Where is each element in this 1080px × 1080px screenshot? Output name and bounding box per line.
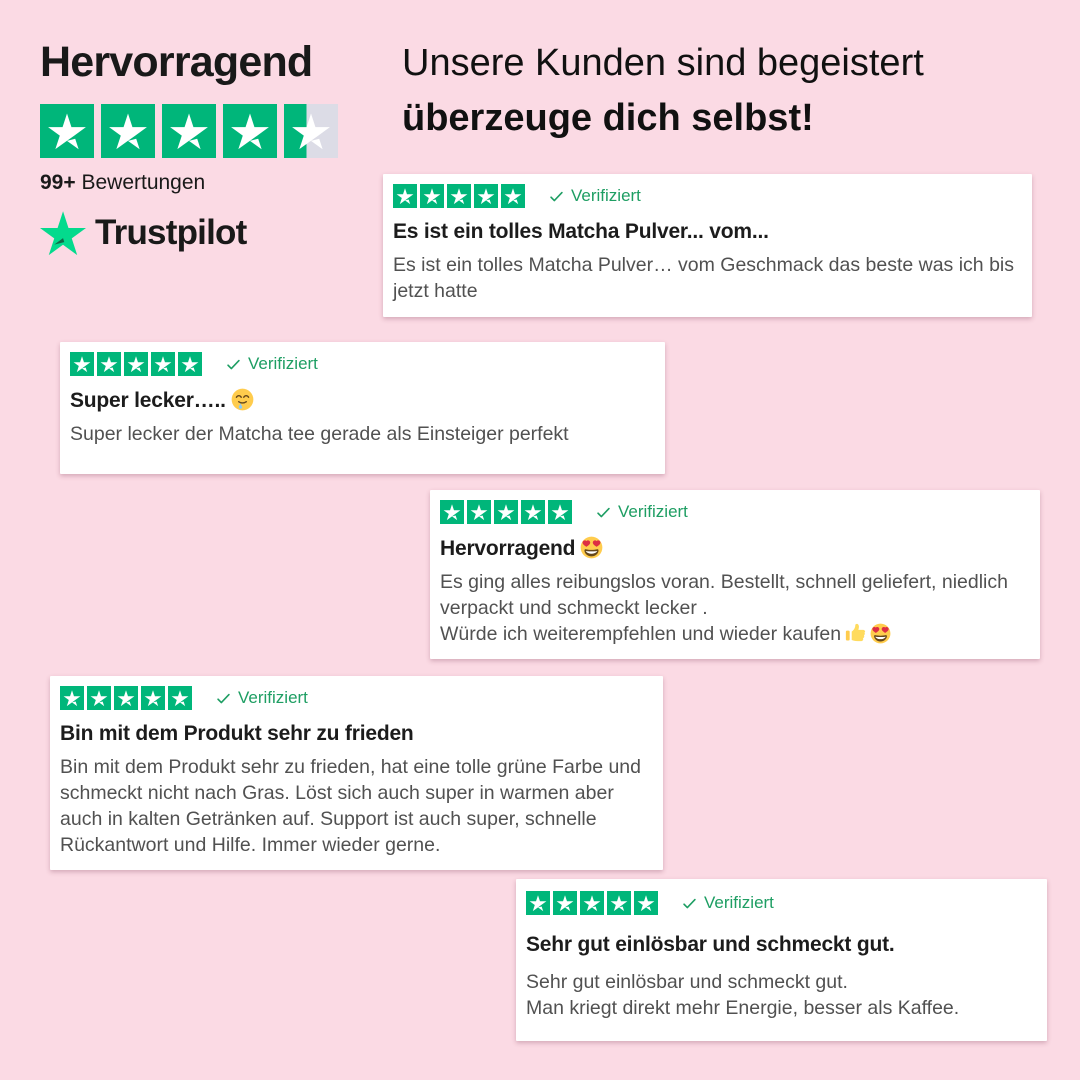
- review-body: Super lecker der Matcha tee gerade als E…: [70, 423, 569, 445]
- star-icon: [526, 891, 550, 915]
- review-card: Verifiziert Bin mit dem Produkt sehr zu …: [50, 676, 663, 870]
- star-icon: [124, 352, 148, 376]
- trustpilot-logo: Trustpilot: [40, 211, 338, 255]
- review-body: Es ging alles reibungslos voran. Bestell…: [440, 571, 1008, 645]
- checkmark-icon: [683, 898, 696, 908]
- review-title: Bin mit dem Produkt sehr zu frieden: [60, 722, 414, 745]
- star-icon: [284, 104, 338, 158]
- star-icon: [607, 891, 631, 915]
- review-title: Super lecker…..: [70, 388, 651, 413]
- star-icon: [101, 104, 155, 158]
- review-count-number: 99+: [40, 171, 76, 194]
- star-icon: [168, 686, 192, 710]
- checkmark-icon: [550, 191, 563, 201]
- review-rating-row: Verifiziert: [440, 500, 1026, 524]
- headline-line2: überzeuge dich selbst!: [402, 97, 814, 139]
- headline-line1: Unsere Kunden sind begeistert: [402, 42, 924, 84]
- checkmark-icon: [227, 359, 240, 369]
- review-body: Sehr gut einlösbar und schmeckt gut. Man…: [526, 971, 960, 1019]
- headline: Unsere Kunden sind begeistert überzeuge …: [402, 36, 924, 146]
- trustpilot-star-icon: [40, 211, 86, 255]
- verified-badge: Verifiziert: [596, 502, 688, 522]
- star-icon: [114, 686, 138, 710]
- star-rating: [440, 500, 572, 524]
- verified-badge: Verifiziert: [549, 186, 641, 206]
- star-icon: [548, 500, 572, 524]
- review-body: Es ist ein tolles Matcha Pulver… vom Ges…: [393, 254, 1014, 302]
- review-card: Verifiziert Es ist ein tolles Matcha Pul…: [383, 174, 1032, 317]
- trustpilot-rating-summary: Hervorragend 99+ Bewertungen Trustpilot: [40, 38, 338, 255]
- star-icon: [60, 686, 84, 710]
- verified-label: Verifiziert: [248, 354, 318, 373]
- star-rating: [393, 184, 525, 208]
- star-icon: [553, 891, 577, 915]
- verified-label: Verifiziert: [704, 893, 774, 912]
- rating-grade: Hervorragend: [40, 38, 313, 86]
- review-rating-row: Verifiziert: [70, 352, 651, 376]
- review-card: Verifiziert Super lecker….. Super lecker…: [60, 342, 665, 474]
- review-count-label: Bewertungen: [81, 171, 206, 194]
- verified-badge: Verifiziert: [216, 688, 308, 708]
- star-icon: [474, 184, 498, 208]
- drooling-face-emoji: [231, 388, 254, 411]
- star-icon: [151, 352, 175, 376]
- heart-eyes-emoji: [580, 536, 603, 559]
- review-card: Verifiziert Sehr gut einlösbar und schme…: [516, 879, 1047, 1041]
- star-rating: [70, 352, 202, 376]
- review-count: 99+ Bewertungen: [40, 171, 338, 195]
- heart-eyes-emoji: [870, 623, 891, 644]
- star-icon: [162, 104, 216, 158]
- star-icon: [40, 104, 94, 158]
- star-icon: [178, 352, 202, 376]
- star-icon: [141, 686, 165, 710]
- star-icon: [393, 184, 417, 208]
- overall-star-rating: [40, 104, 338, 158]
- review-rating-row: Verifiziert: [393, 184, 1018, 208]
- review-body: Bin mit dem Produkt sehr zu frieden, hat…: [60, 756, 641, 856]
- verified-label: Verifiziert: [618, 502, 688, 521]
- star-icon: [440, 500, 464, 524]
- trustpilot-wordmark: Trustpilot: [95, 213, 247, 252]
- review-title: Es ist ein tolles Matcha Pulver... vom..…: [393, 220, 769, 243]
- review-rating-row: Verifiziert: [60, 686, 649, 710]
- star-icon: [634, 891, 658, 915]
- star-rating: [526, 891, 658, 915]
- verified-label: Verifiziert: [571, 186, 641, 205]
- verified-badge: Verifiziert: [226, 354, 318, 374]
- star-icon: [501, 184, 525, 208]
- review-title: Hervorragend: [440, 536, 1026, 561]
- star-icon: [223, 104, 277, 158]
- star-icon: [521, 500, 545, 524]
- review-rating-row: Verifiziert: [526, 891, 1033, 915]
- star-icon: [580, 891, 604, 915]
- checkmark-icon: [217, 693, 230, 703]
- star-icon: [97, 352, 121, 376]
- star-icon: [447, 184, 471, 208]
- star-rating: [60, 686, 192, 710]
- star-icon: [494, 500, 518, 524]
- star-icon: [420, 184, 444, 208]
- review-title: Sehr gut einlösbar und schmeckt gut.: [526, 933, 895, 956]
- review-card: Verifiziert Hervorragend Es ging alles r…: [430, 490, 1040, 659]
- star-icon: [87, 686, 111, 710]
- verified-badge: Verifiziert: [682, 893, 774, 913]
- star-icon: [467, 500, 491, 524]
- star-icon: [70, 352, 94, 376]
- verified-label: Verifiziert: [238, 688, 308, 707]
- thumbs-up-emoji: [845, 623, 866, 642]
- checkmark-icon: [597, 507, 610, 517]
